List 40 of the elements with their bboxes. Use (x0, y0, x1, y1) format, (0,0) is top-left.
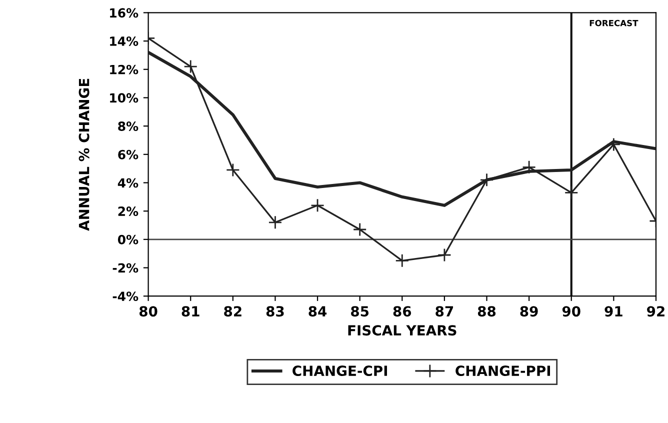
x-axis-title: FISCAL YEARS (348, 325, 456, 336)
ref-line-label: FORECAST (590, 20, 638, 26)
point (395, 254, 410, 268)
y-tick-label: -4% (112, 292, 138, 302)
y-tick-label: 16% (110, 8, 138, 18)
x-tick-label: 89 (520, 306, 538, 317)
x-tick-label: 81 (182, 306, 200, 317)
y-axis-title: ANNUAL % CHANGE (78, 78, 90, 231)
point (522, 160, 536, 174)
point (480, 172, 494, 187)
point (564, 186, 578, 200)
y-tick-label: 8% (118, 122, 138, 131)
y-tick-label: -2% (112, 263, 138, 273)
x-tick-label: 86 (393, 306, 412, 317)
point (310, 198, 324, 212)
y-tick-label: 12% (110, 64, 138, 74)
point (184, 60, 198, 74)
y-tick-label: 10% (110, 93, 138, 103)
point (606, 138, 621, 152)
x-tick-label: 80 (139, 306, 158, 317)
y-tick-label: 0% (118, 234, 138, 244)
x-tick-label: 84 (308, 306, 327, 317)
x-tick-label: 91 (604, 306, 622, 317)
y-tick-label: 6% (118, 150, 138, 160)
point (268, 215, 282, 230)
x-tick-label: 92 (647, 306, 664, 317)
x-tick-label: 82 (224, 306, 242, 317)
y-tick-label: 2% (118, 206, 138, 216)
x-tick-label: 87 (436, 306, 453, 317)
x-tick-label: 90 (562, 306, 580, 317)
point (352, 222, 367, 236)
legend-label: CHANGE-PPI (456, 366, 550, 376)
y-tick-label: 14% (110, 36, 138, 46)
point (438, 248, 452, 262)
y-tick-label: 4% (118, 178, 138, 188)
point (226, 163, 240, 177)
x-tick-label: 88 (478, 306, 496, 317)
x-tick-label: 85 (351, 306, 369, 317)
legend-label: CHANGE-CPI (292, 366, 387, 376)
x-tick-label: 83 (266, 306, 284, 317)
